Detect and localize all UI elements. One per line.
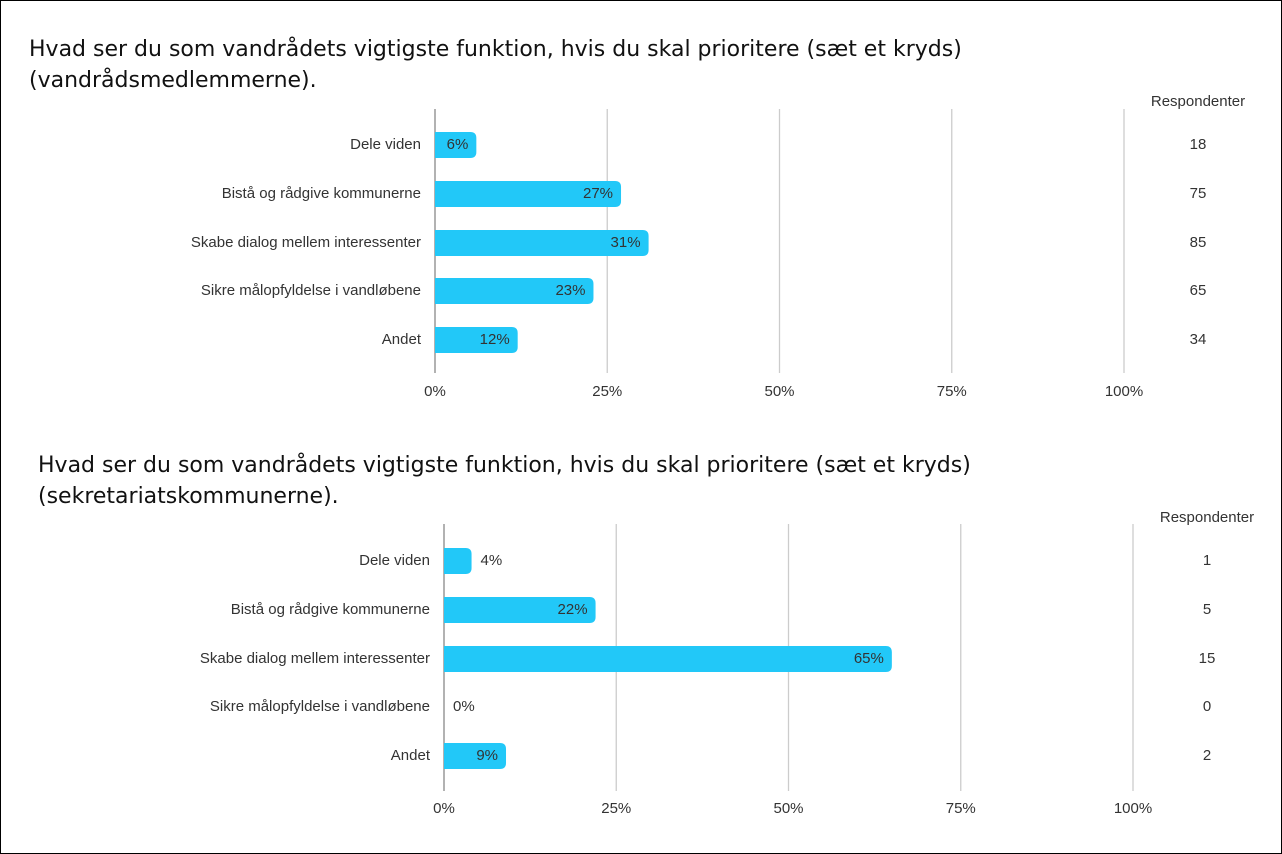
respondent-count: 75 bbox=[1190, 185, 1207, 202]
y-tick-label: Skabe dialog mellem interessenter bbox=[191, 234, 421, 251]
y-tick-label: Sikre målopfyldelse i vandløbene bbox=[201, 282, 421, 299]
y-tick-label: Bistå og rådgive kommunerne bbox=[231, 601, 430, 618]
y-tick-label: Dele viden bbox=[350, 136, 421, 153]
x-tick-label: 75% bbox=[937, 383, 967, 400]
x-tick-label: 25% bbox=[592, 383, 622, 400]
value-label: 9% bbox=[476, 747, 498, 764]
bar bbox=[435, 230, 649, 256]
value-label: 12% bbox=[480, 331, 510, 348]
y-tick-label: Andet bbox=[382, 331, 422, 348]
bar bbox=[435, 181, 622, 207]
value-label: 4% bbox=[481, 552, 503, 569]
x-tick-label: 100% bbox=[1114, 800, 1152, 817]
value-label: 22% bbox=[558, 601, 588, 618]
y-tick-label: Andet bbox=[391, 747, 431, 764]
chart-title: Hvad ser du som vandrådets vigtigste fun… bbox=[38, 453, 971, 509]
y-tick-label: Bistå og rådgive kommunerne bbox=[222, 185, 421, 202]
value-label: 65% bbox=[854, 650, 884, 667]
bar bbox=[444, 548, 472, 574]
bar bbox=[435, 327, 518, 353]
respondent-count: 2 bbox=[1203, 747, 1211, 764]
y-tick-label: Skabe dialog mellem interessenter bbox=[200, 650, 430, 667]
x-tick-label: 75% bbox=[946, 800, 976, 817]
x-tick-label: 0% bbox=[433, 800, 455, 817]
x-tick-label: 50% bbox=[773, 800, 803, 817]
respondent-count: 34 bbox=[1190, 331, 1207, 348]
respondent-count: 5 bbox=[1203, 601, 1211, 618]
value-label: 31% bbox=[611, 234, 641, 251]
value-label: 23% bbox=[555, 282, 585, 299]
chart-title: Hvad ser du som vandrådets vigtigste fun… bbox=[29, 37, 962, 93]
y-tick-label: Dele viden bbox=[359, 552, 430, 569]
y-tick-label: Sikre målopfyldelse i vandløbene bbox=[210, 698, 430, 715]
x-tick-label: 0% bbox=[424, 383, 446, 400]
column-header: Respondenter bbox=[1151, 93, 1245, 110]
respondent-count: 0 bbox=[1203, 698, 1211, 715]
x-tick-label: 100% bbox=[1105, 383, 1143, 400]
bar bbox=[444, 597, 596, 623]
respondent-count: 18 bbox=[1190, 136, 1207, 153]
bar bbox=[444, 646, 892, 672]
respondent-count: 1 bbox=[1203, 552, 1211, 569]
x-tick-label: 25% bbox=[601, 800, 631, 817]
bar bbox=[444, 743, 507, 769]
value-label: 0% bbox=[453, 698, 475, 715]
bar bbox=[435, 132, 477, 158]
value-label: 27% bbox=[583, 185, 613, 202]
value-label: 6% bbox=[447, 136, 469, 153]
x-tick-label: 50% bbox=[764, 383, 794, 400]
column-header: Respondenter bbox=[1160, 509, 1254, 526]
respondent-count: 85 bbox=[1190, 234, 1207, 251]
bar bbox=[435, 278, 594, 304]
respondent-count: 15 bbox=[1199, 650, 1216, 667]
respondent-count: 65 bbox=[1190, 282, 1207, 299]
